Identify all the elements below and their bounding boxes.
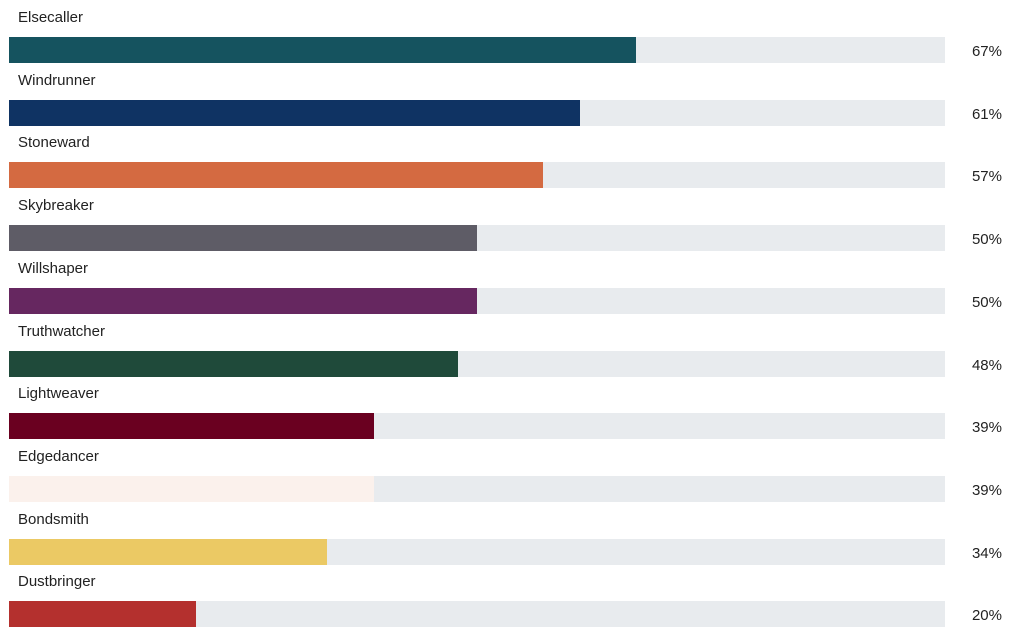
bar — [9, 413, 375, 440]
bar-value-label: 39% — [971, 481, 1002, 499]
bar-track — [9, 287, 945, 314]
bar-label: Dustbringer — [18, 573, 96, 591]
bar-label: Truthwatcher — [18, 322, 105, 340]
bar-row: Bondsmith 34% — [0, 502, 1022, 565]
bar-row: Edgedancer 39% — [0, 439, 1022, 502]
bar — [9, 601, 197, 628]
bar-track — [9, 413, 945, 440]
bar-label: Skybreaker — [18, 197, 94, 215]
bar-value-label: 57% — [971, 168, 1002, 186]
bar-row: Elsecaller 67% — [0, 0, 1022, 63]
bar-row: Stoneward 57% — [0, 125, 1022, 189]
bar-label: Lightweaver — [18, 385, 99, 403]
bar-track — [9, 37, 945, 63]
bar-value-label: 34% — [971, 544, 1002, 562]
bar — [9, 287, 477, 314]
bar-label: Willshaper — [18, 259, 89, 277]
bar-row: Lightweaver 39% — [0, 376, 1022, 440]
bar — [9, 37, 637, 63]
bar-row: Skybreaker 50% — [0, 188, 1022, 252]
bar — [9, 162, 543, 189]
bar-track — [9, 475, 945, 502]
bar-label: Windrunner — [18, 71, 96, 89]
bar-value-label: 48% — [971, 356, 1002, 374]
bar — [9, 99, 580, 126]
bar-label: Edgedancer — [18, 447, 99, 465]
bar — [9, 225, 477, 252]
bar-row: Dustbringer 20% — [0, 564, 1022, 628]
bar-row: Truthwatcher 48% — [0, 314, 1022, 377]
bar-row: Willshaper 50% — [0, 251, 1022, 314]
bar-track — [9, 538, 945, 565]
bar-track — [9, 99, 945, 126]
bar-track — [9, 162, 945, 189]
bar-track — [9, 601, 945, 628]
bar-value-label: 20% — [971, 607, 1002, 625]
bar-label: Elsecaller — [18, 9, 84, 26]
bar-value-label: 50% — [971, 231, 1002, 249]
bar-value-label: 39% — [971, 419, 1002, 437]
bar-label: Stoneward — [18, 134, 90, 152]
bar — [9, 350, 459, 377]
bar-row: Windrunner 61% — [0, 63, 1022, 126]
bar-value-label: 50% — [971, 293, 1002, 311]
bar-value-label: 61% — [971, 105, 1002, 123]
bar — [9, 538, 328, 565]
bar-track — [9, 350, 945, 377]
bar-track — [9, 225, 945, 252]
bar-label: Bondsmith — [18, 510, 89, 528]
bar — [9, 475, 375, 502]
bar-value-label: 67% — [971, 43, 1002, 60]
